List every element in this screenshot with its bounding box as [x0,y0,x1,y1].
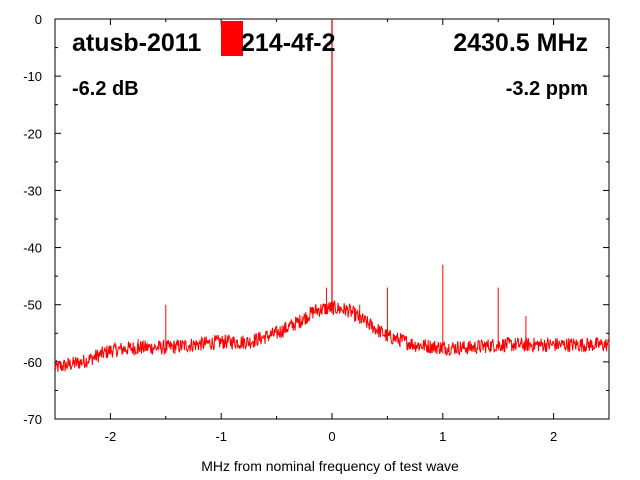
level-annotation: -6.2 dB [72,78,139,100]
y-tick-label: -10 [23,69,42,84]
y-tick-label: -60 [23,355,42,370]
spectrum-spurs [137,19,527,354]
y-tick-label: -20 [23,126,42,141]
y-tick-label: -30 [23,183,42,198]
x-tick-label: 0 [328,429,335,444]
device-suffix-annotation: 214-4f-2 [241,29,336,57]
frequency-annotation: 2430.5 MHz [453,29,588,57]
y-tick-label: -70 [23,412,42,427]
y-tick-label: -40 [23,241,42,256]
x-tick-label: -1 [215,429,227,444]
x-tick-label: 1 [439,429,446,444]
y-tick-label: 0 [35,12,42,27]
offset-annotation: -3.2 ppm [506,78,588,100]
redaction-marker [221,21,243,56]
y-tick-label: -50 [23,298,42,313]
x-tick-label: -2 [105,429,117,444]
x-tick-label: 2 [550,429,557,444]
device-name-annotation: atusb-2011 [72,29,201,57]
x-axis-title: MHz from nominal frequency of test wave [201,458,459,474]
axis-tick-labels: 0-10-20-30-40-50-60-70-2 -1 0 1 2 [23,12,557,444]
